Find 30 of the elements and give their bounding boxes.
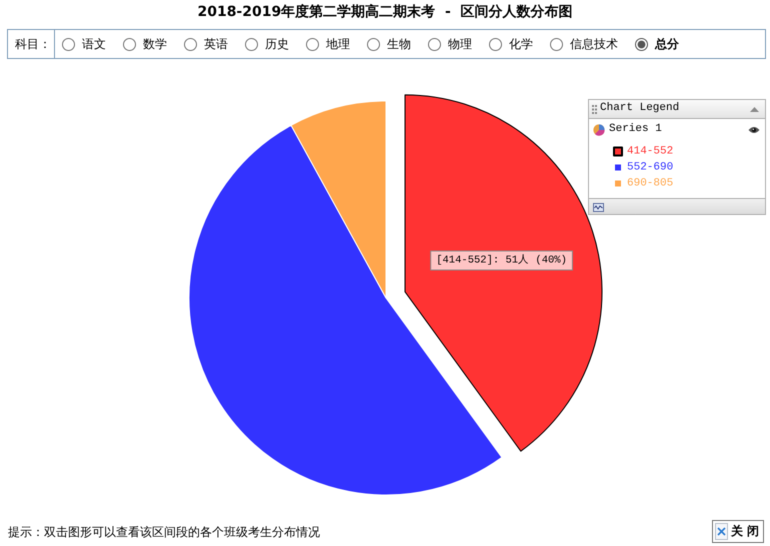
- text: 英语: [204, 36, 228, 52]
- radio-button[interactable]: [635, 38, 648, 50]
- slice-label: Series 1: [609, 123, 662, 135]
- radio-button[interactable]: [184, 38, 197, 50]
- text: 化学: [509, 36, 533, 52]
- text: 数学: [143, 36, 167, 52]
- radio-button[interactable]: [489, 38, 502, 50]
- text: 总分: [655, 36, 679, 52]
- text: 地理: [326, 36, 350, 52]
- radio-button[interactable]: [306, 38, 319, 50]
- radio-button[interactable]: [550, 38, 563, 50]
- legend-title: Chart Legend: [600, 102, 680, 114]
- close-button[interactable]: 关 闭: [712, 520, 764, 543]
- radio-button[interactable]: [245, 38, 258, 50]
- text: 物理: [448, 36, 472, 52]
- radio-button[interactable]: [367, 38, 380, 50]
- text: 提示：双击图形可以查看该区间段的各个班级考生分布情况: [8, 524, 320, 541]
- radio-button[interactable]: [428, 38, 441, 50]
- text: 历史: [265, 36, 289, 52]
- chart-title: 2018-2019年度第二学期高二期末考 - 区间分人数分布图: [196, 3, 574, 21]
- text: 科目：: [8, 30, 55, 58]
- radio-button[interactable]: [123, 38, 136, 50]
- legend-label: 414-552: [627, 146, 674, 158]
- legend-label: 552-690: [627, 162, 674, 174]
- text: 语文: [82, 36, 106, 52]
- legend-label: 690-805: [627, 178, 674, 190]
- text: 生物: [387, 36, 411, 52]
- radio-button[interactable]: [62, 38, 75, 50]
- data-label: [414-552]: 51人 (40%): [436, 253, 567, 266]
- text: 信息技术: [570, 36, 618, 52]
